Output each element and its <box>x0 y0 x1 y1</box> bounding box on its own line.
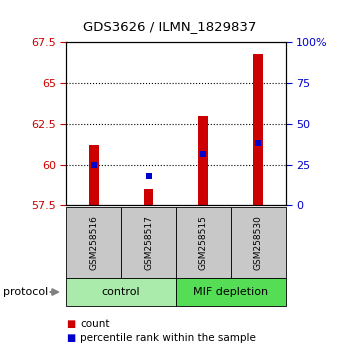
Text: control: control <box>102 287 140 297</box>
Text: GDS3626 / ILMN_1829837: GDS3626 / ILMN_1829837 <box>83 20 257 33</box>
Text: GSM258515: GSM258515 <box>199 215 208 270</box>
Bar <box>89 145 99 205</box>
Text: count: count <box>80 319 109 329</box>
Text: GSM258530: GSM258530 <box>254 215 263 270</box>
Text: ■: ■ <box>66 319 75 329</box>
Bar <box>253 54 263 205</box>
Text: percentile rank within the sample: percentile rank within the sample <box>80 333 256 343</box>
Bar <box>143 189 153 205</box>
Text: GSM258516: GSM258516 <box>89 215 98 270</box>
Text: ■: ■ <box>66 333 75 343</box>
Bar <box>199 116 208 205</box>
Text: MIF depletion: MIF depletion <box>193 287 268 297</box>
Text: protocol: protocol <box>3 287 49 297</box>
Text: GSM258517: GSM258517 <box>144 215 153 270</box>
